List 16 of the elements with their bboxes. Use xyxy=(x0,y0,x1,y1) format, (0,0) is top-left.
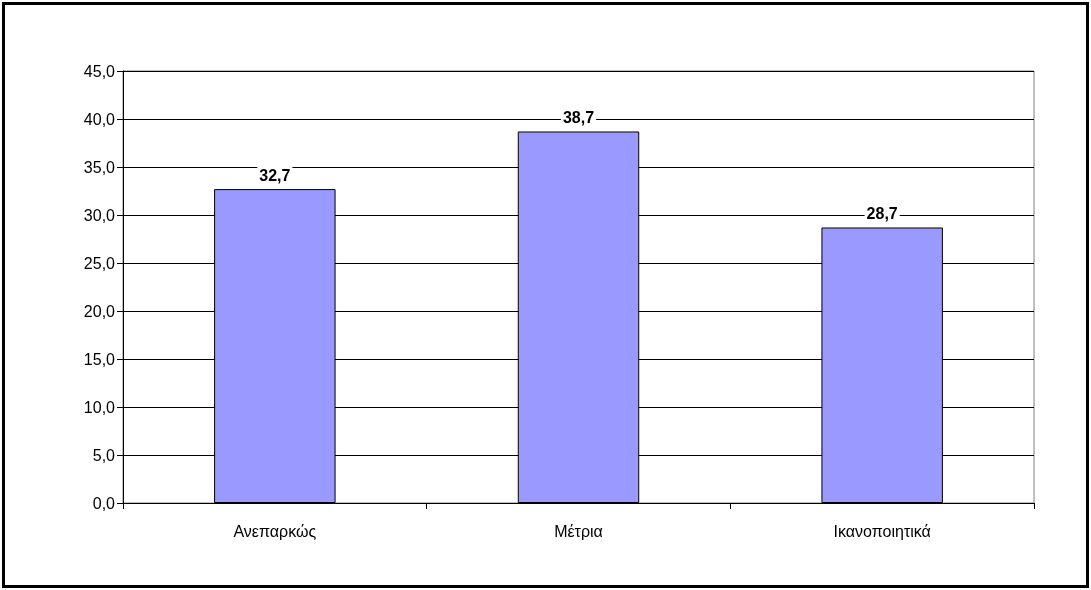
y-tick-label: 35,0 xyxy=(83,158,116,176)
data-label: 38,7 xyxy=(562,108,595,126)
y-tick-label: 10,0 xyxy=(83,398,116,416)
x-tick-label: Μέτρια xyxy=(554,522,603,540)
x-tick-label: Ικανοποιητικά xyxy=(833,522,931,540)
data-label: 28,7 xyxy=(866,204,898,222)
y-tick-label: 20,0 xyxy=(83,302,116,320)
y-tick-label: 40,0 xyxy=(83,110,116,128)
y-tick-label: 45,0 xyxy=(83,62,116,80)
y-tick-label: 5,0 xyxy=(92,446,116,464)
y-tick-label: 0,0 xyxy=(92,494,116,512)
y-tick-label: 15,0 xyxy=(83,350,116,368)
data-label: 32,7 xyxy=(259,166,291,184)
y-tick-label: 30,0 xyxy=(83,206,116,224)
y-tick-label: 25,0 xyxy=(83,254,116,272)
x-tick-label: Ανεπαρκώς xyxy=(233,522,317,540)
